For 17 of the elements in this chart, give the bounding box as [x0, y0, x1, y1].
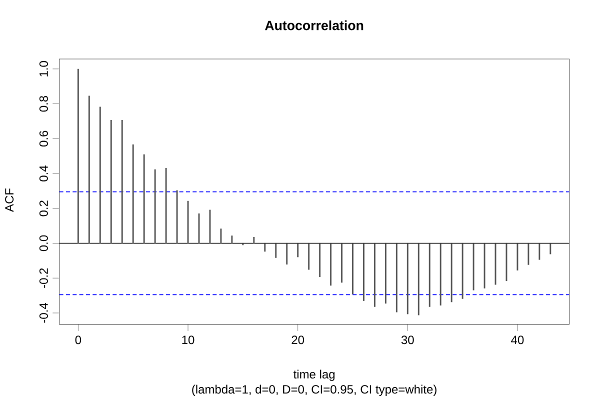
text: (lambda=1, d=0, D=0, CI=0.95, CI type=white) [192, 384, 436, 396]
y-tick-label: 0.4 [39, 166, 48, 182]
x-tick-label: 0 [75, 336, 82, 344]
y-tick-label: 0.6 [39, 130, 48, 147]
x-axis-title: time lag [293, 370, 335, 381]
x-tick-label: 30 [401, 336, 414, 344]
chart-title: Autocorrelation [265, 20, 364, 30]
y-tick-label: 0.0 [39, 235, 48, 252]
y-tick-label: 1.0 [39, 61, 48, 76]
y-axis-title: ACF [5, 188, 14, 212]
x-tick-label: 10 [182, 336, 194, 344]
y-tick-label: -0.2 [39, 268, 48, 288]
x-tick-label: 40 [511, 336, 524, 344]
x-tick-label: 20 [292, 336, 304, 344]
y-tick-label: -0.4 [39, 302, 48, 323]
y-tick-label: 0.2 [39, 200, 48, 216]
y-tick-label: 0.8 [39, 96, 48, 112]
